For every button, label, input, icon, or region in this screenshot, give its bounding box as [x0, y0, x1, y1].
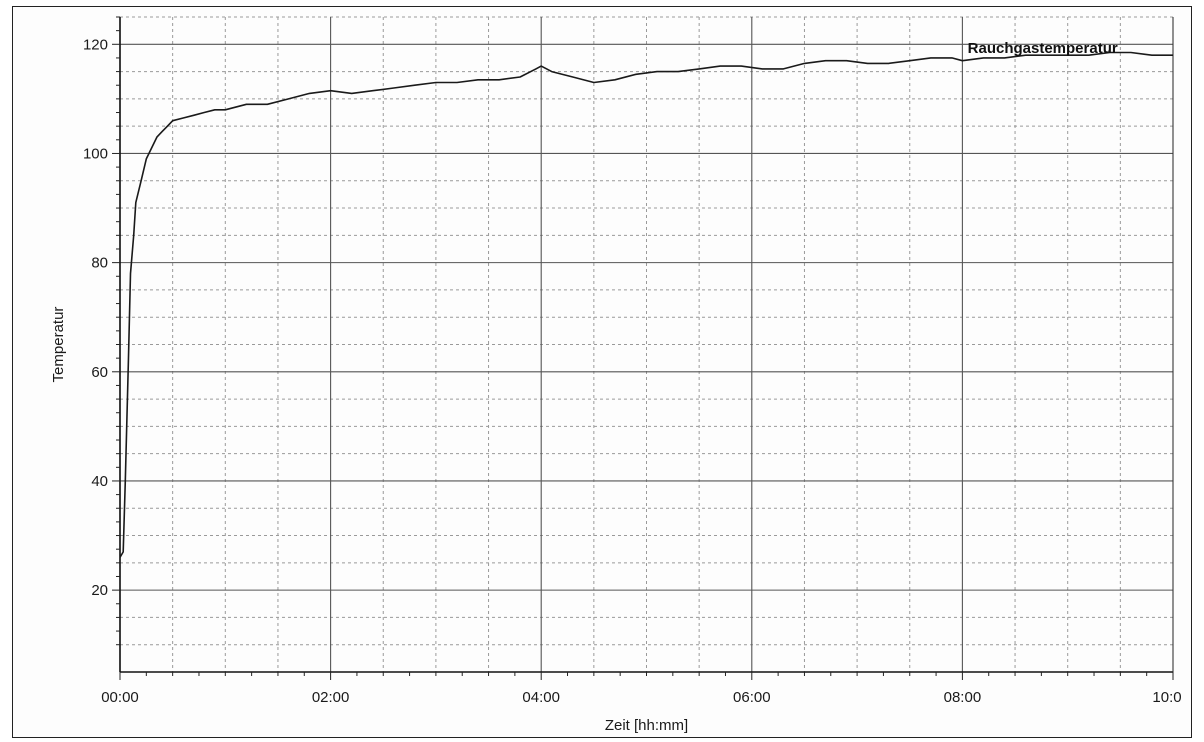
- y-tick-label: 60: [91, 364, 108, 381]
- y-tick-label: 100: [83, 145, 108, 162]
- axes: [112, 16, 1174, 680]
- y-tick-labels: 20 40 60 80 100 120: [83, 36, 108, 599]
- y-tick-label: 20: [91, 582, 108, 599]
- series-label: Rauchgastemperatur: [968, 40, 1118, 57]
- x-tick-label: 10:0: [1152, 689, 1181, 706]
- y-axis-label: Temperatur: [50, 307, 67, 383]
- y-tick-label: 40: [91, 473, 108, 490]
- x-tick-label: 02:00: [312, 689, 350, 706]
- line-chart: 20 40 60 80 100 120 00:00 02:00 04:00 06:00 08:00…: [50, 16, 1182, 734]
- y-tick-label: 80: [91, 255, 108, 272]
- series-line: [119, 51, 1173, 558]
- x-tick-label: 00:00: [101, 689, 139, 706]
- x-tick-label: 08:00: [944, 689, 982, 706]
- series-group: [119, 51, 1173, 558]
- y-tick-label: 120: [83, 36, 108, 53]
- minor-grid: [120, 16, 1173, 672]
- x-tick-labels: 00:00 02:00 04:00 06:00 08:00 10:0: [101, 689, 1181, 706]
- x-tick-label: 06:00: [733, 689, 771, 706]
- x-tick-label: 04:00: [522, 689, 560, 706]
- chart-frame: 20 40 60 80 100 120 00:00 02:00 04:00 06:00 08:00…: [12, 6, 1192, 738]
- x-axis-label: Zeit [hh:mm]: [605, 717, 688, 734]
